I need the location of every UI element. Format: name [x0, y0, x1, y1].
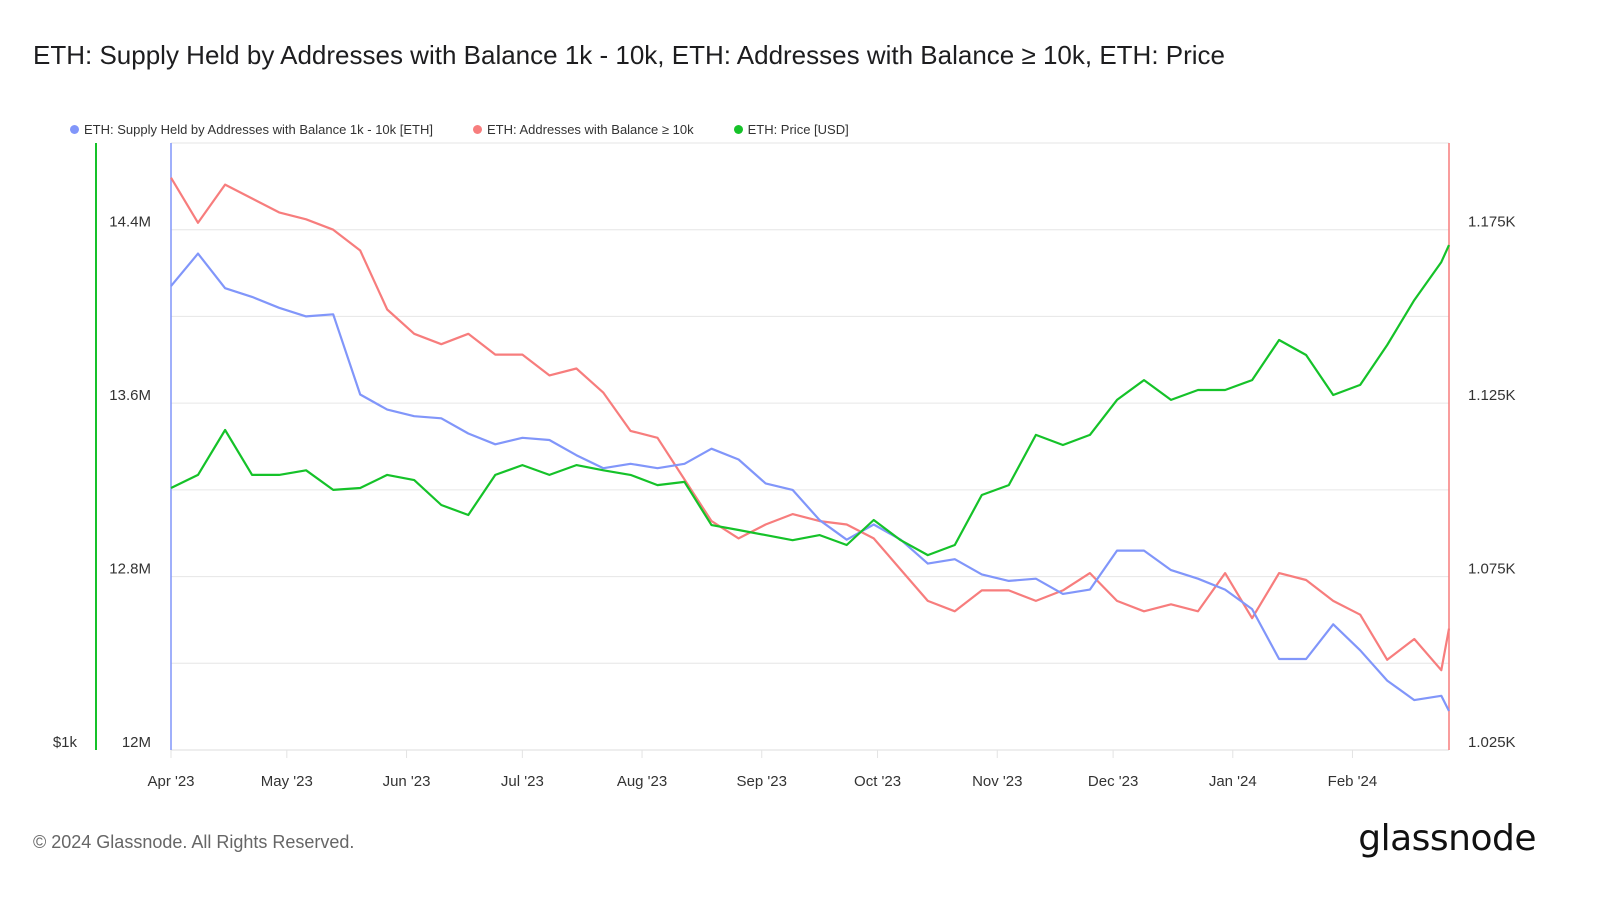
addresses-tick-label: 1.075K — [1468, 561, 1516, 578]
x-tick-label: Aug '23 — [617, 773, 667, 790]
legend-dot-price — [733, 125, 743, 134]
x-tick-label: Jul '23 — [501, 773, 544, 790]
legend-item-price[interactable]: ETH: Price [USD] — [733, 122, 849, 137]
price-tick-label: $1k — [53, 734, 78, 751]
supply-tick-label: 12M — [122, 734, 151, 751]
legend-label: ETH: Addresses with Balance ≥ 10k — [487, 122, 694, 137]
x-tick-label: Jun '23 — [383, 773, 431, 790]
legend-item-addresses[interactable]: ETH: Addresses with Balance ≥ 10k — [473, 122, 694, 137]
chart-title: ETH: Supply Held by Addresses with Balan… — [33, 40, 1226, 70]
glassnode-logo: glassnode — [1358, 818, 1536, 859]
series-line-price — [170, 244, 1451, 557]
supply-tick-label: 12.8M — [109, 561, 151, 578]
x-tick-label: Oct '23 — [854, 773, 901, 790]
x-tick-label: Jan '24 — [1209, 773, 1257, 790]
supply-tick-label: 14.4M — [109, 214, 151, 231]
legend-label: ETH: Price [USD] — [747, 122, 849, 137]
x-tick-label: Apr '23 — [147, 773, 194, 790]
legend-item-supply[interactable]: ETH: Supply Held by Addresses with Balan… — [70, 122, 433, 137]
addresses-tick-label: 1.175K — [1468, 214, 1516, 231]
series-line-addresses — [170, 177, 1451, 672]
series-line-supply — [170, 252, 1450, 712]
x-tick-label: Feb '24 — [1328, 773, 1378, 790]
addresses-tick-label: 1.125K — [1468, 387, 1516, 404]
legend-dot-addresses — [473, 125, 482, 134]
x-tick-label: Sep '23 — [737, 773, 787, 790]
legend-label: ETH: Supply Held by Addresses with Balan… — [84, 122, 433, 137]
supply-tick-label: 13.6M — [109, 387, 151, 404]
addresses-tick-label: 1.025K — [1468, 734, 1516, 751]
x-tick-label: May '23 — [261, 773, 313, 790]
legend: ETH: Supply Held by Addresses with Balan… — [70, 122, 889, 137]
x-tick-label: Dec '23 — [1088, 773, 1138, 790]
legend-dot-supply — [70, 125, 79, 134]
copyright: © 2024 Glassnode. All Rights Reserved. — [33, 832, 355, 852]
x-tick-label: Nov '23 — [972, 773, 1022, 790]
